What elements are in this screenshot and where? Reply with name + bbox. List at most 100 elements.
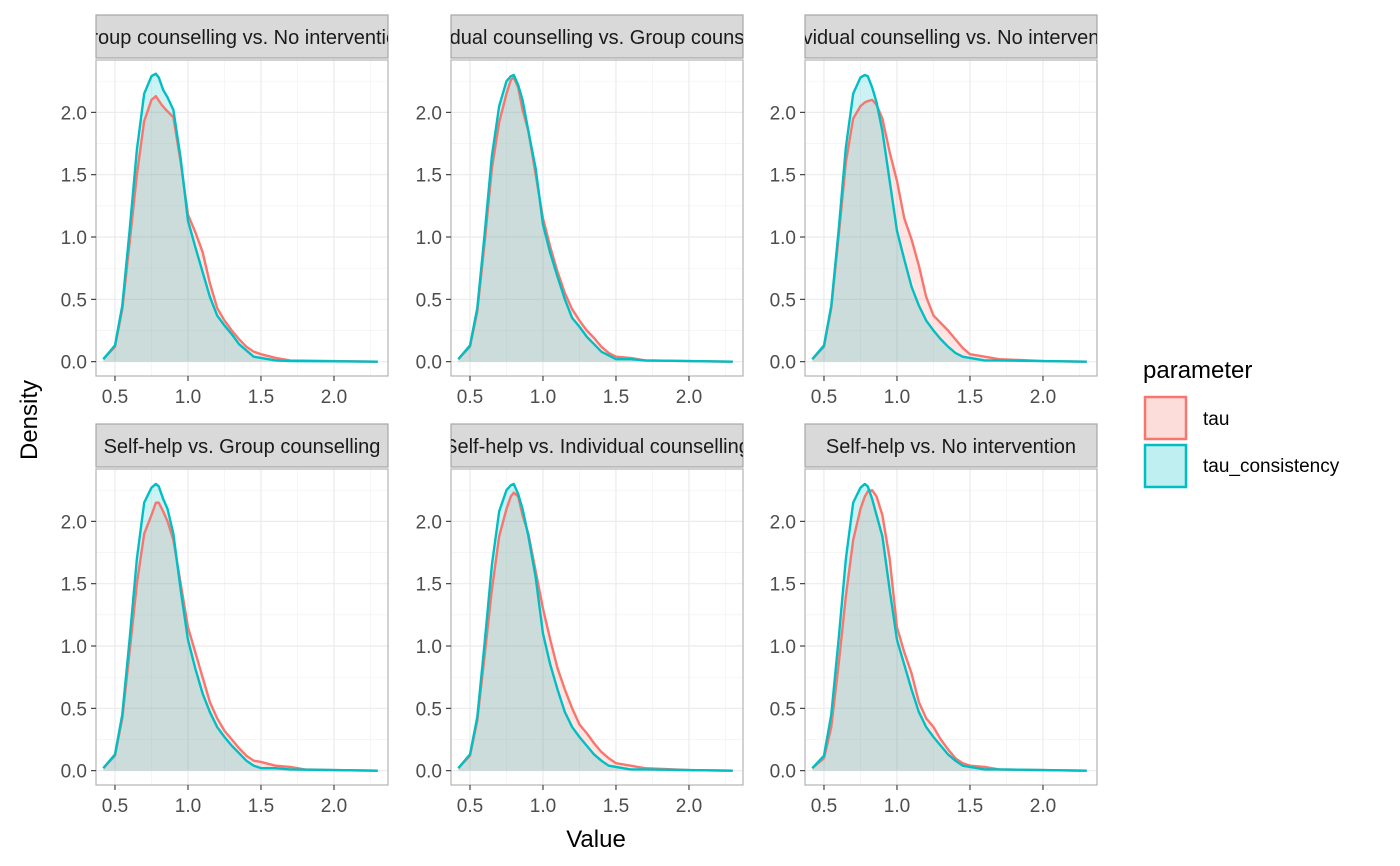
- y-tick-label: 2.0: [416, 512, 442, 533]
- facet-strip: [95, 14, 389, 59]
- x-tick-label: 0.5: [102, 387, 128, 408]
- density-area-tau-consistency: [812, 483, 1087, 771]
- facet-strip: [804, 14, 1098, 59]
- y-tick-label: 0.5: [416, 290, 442, 311]
- y-tick-label: 0.0: [61, 762, 87, 783]
- y-tick-label: 0.5: [61, 290, 87, 311]
- y-tick-label: 1.0: [61, 637, 87, 658]
- x-tick-label: 0.5: [457, 387, 483, 408]
- legend-title: parameter: [1143, 357, 1252, 384]
- x-tick-label: 2.0: [321, 796, 347, 817]
- x-tick-label: 1.0: [530, 387, 556, 408]
- density-area-tau-consistency: [458, 483, 733, 771]
- facet-panel: Individual counselling vs. Group counsel…: [403, 14, 791, 408]
- density-line-tau: [457, 491, 733, 772]
- y-tick-label: 0.0: [61, 353, 87, 374]
- x-tick-label: 0.5: [102, 796, 128, 817]
- x-tick-label: 2.0: [321, 387, 347, 408]
- x-tick-label: 1.5: [603, 796, 629, 817]
- x-tick-label: 0.5: [457, 796, 483, 817]
- facet-panel: Self-help vs. Group counselling 0.0 0.5 1.0…: [61, 423, 389, 817]
- facet-panel: Individual counselling vs. No interventi…: [770, 14, 1131, 408]
- density-line-tau-consistency: [457, 482, 733, 772]
- density-area-tau: [458, 492, 733, 771]
- density-area-tau: [812, 490, 1087, 771]
- facet-strip: [95, 423, 389, 468]
- x-tick-label: 1.5: [603, 387, 629, 408]
- facet-title: Self-help vs. Individual counselling: [444, 436, 750, 458]
- facet-strip: [450, 423, 744, 468]
- y-tick-label: 1.0: [770, 637, 796, 658]
- facet-panels: Group counselling vs. No intervention 0.0…: [61, 14, 1131, 817]
- density-line-tau: [102, 501, 378, 772]
- y-tick-label: 1.5: [416, 166, 442, 187]
- y-tick-label: 2.0: [61, 512, 87, 533]
- y-tick-label: 2.0: [416, 103, 442, 124]
- facet-title: Individual counselling vs. No interventi…: [770, 27, 1131, 49]
- facet-strip: [804, 423, 1098, 468]
- density-area-tau-consistency: [458, 74, 733, 362]
- density-area-tau: [458, 77, 733, 362]
- density-area-tau-consistency: [103, 73, 378, 362]
- density-area-tau: [103, 96, 378, 362]
- facet-panel: Group counselling vs. No intervention 0.0…: [61, 14, 408, 408]
- panel-border: [450, 468, 744, 786]
- facet-panel: Self-help vs. No intervention 0.0 0.5 1.0 1.…: [770, 423, 1098, 817]
- panel-border: [804, 468, 1098, 786]
- y-tick-label: 1.5: [61, 575, 87, 596]
- y-tick-label: 1.0: [416, 228, 442, 249]
- x-tick-label: 0.5: [811, 796, 837, 817]
- legend-key-tau-consistency: [1143, 443, 1188, 489]
- facet-title: Self-help vs. Group counselling: [104, 436, 381, 458]
- facet-title: Self-help vs. No intervention: [826, 436, 1076, 458]
- legend-key-tau: [1143, 395, 1188, 441]
- y-tick-label: 1.0: [416, 637, 442, 658]
- density-line-tau: [457, 76, 733, 363]
- density-line-tau-consistency: [811, 482, 1087, 772]
- legend-label-tau-consistency: tau_consistency: [1203, 456, 1340, 477]
- x-tick-label: 2.0: [1030, 796, 1056, 817]
- y-tick-label: 1.5: [770, 166, 796, 187]
- y-tick-label: 0.5: [61, 699, 87, 720]
- density-area-tau: [103, 502, 378, 771]
- panel-border: [450, 59, 744, 377]
- y-tick-label: 0.0: [416, 762, 442, 783]
- density-line-tau-consistency: [102, 72, 378, 363]
- facet-strip: [450, 14, 744, 59]
- y-axis-title: Density: [16, 380, 43, 460]
- density-line-tau-consistency: [457, 73, 733, 363]
- x-tick-label: 2.0: [676, 796, 702, 817]
- x-tick-label: 1.0: [884, 796, 910, 817]
- density-line-tau-consistency: [811, 73, 1087, 363]
- y-tick-label: 1.0: [770, 228, 796, 249]
- x-tick-label: 2.0: [1030, 387, 1056, 408]
- facet-panel: Self-help vs. Individual counselling 0.0 0…: [416, 423, 750, 817]
- facet-title: Group counselling vs. No intervention: [76, 27, 408, 49]
- x-tick-label: 1.5: [248, 387, 274, 408]
- panel-border: [804, 59, 1098, 377]
- density-line-tau-consistency: [102, 482, 378, 772]
- y-tick-label: 2.0: [61, 103, 87, 124]
- density-area-tau-consistency: [103, 483, 378, 771]
- facet-title: Individual counselling vs. Group counsel…: [403, 27, 791, 49]
- y-tick-label: 1.0: [61, 228, 87, 249]
- panel-border: [95, 468, 389, 786]
- panel-border: [95, 59, 389, 377]
- legend: parameter tau tau_consistency: [1143, 357, 1340, 489]
- x-axis-title: Value: [566, 826, 626, 853]
- y-tick-label: 0.0: [770, 353, 796, 374]
- density-line-tau: [811, 98, 1087, 363]
- y-tick-label: 1.5: [416, 575, 442, 596]
- density-area-tau-consistency: [812, 74, 1087, 362]
- density-area-tau: [812, 99, 1087, 362]
- legend-label-tau: tau: [1203, 409, 1229, 430]
- x-tick-label: 1.0: [530, 796, 556, 817]
- y-tick-label: 2.0: [770, 512, 796, 533]
- y-tick-label: 1.5: [61, 166, 87, 187]
- y-tick-label: 1.5: [770, 575, 796, 596]
- x-tick-label: 0.5: [811, 387, 837, 408]
- x-tick-label: 1.0: [884, 387, 910, 408]
- density-line-tau: [811, 488, 1087, 772]
- y-tick-label: 0.0: [770, 762, 796, 783]
